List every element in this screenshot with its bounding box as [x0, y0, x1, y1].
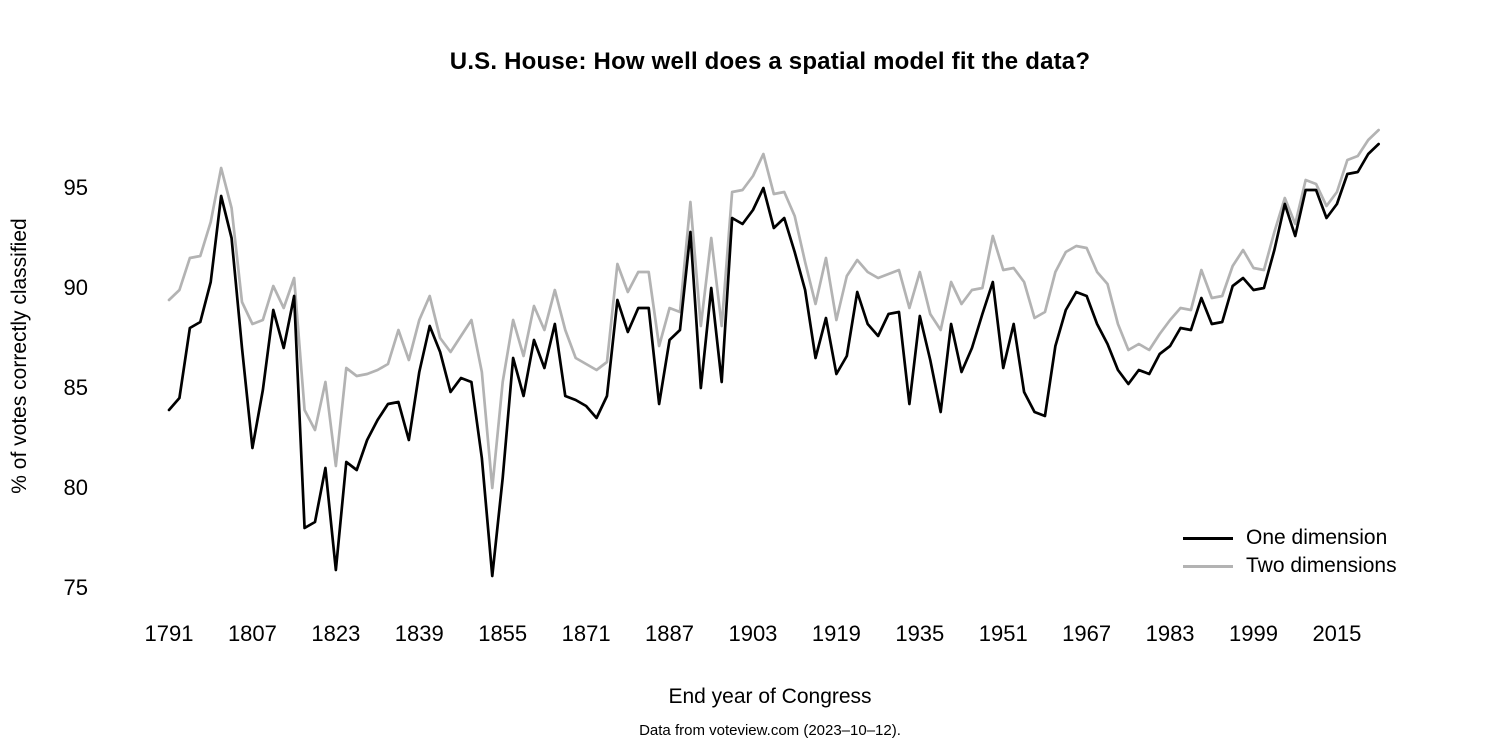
chart-title: U.S. House: How well does a spatial mode… — [449, 48, 1091, 75]
legend-swatch-two-dimensions — [1183, 564, 1233, 568]
x-tick-label: 1855 — [478, 621, 528, 646]
x-tick-label: 1951 — [978, 621, 1028, 646]
x-tick-label: 1967 — [1062, 621, 1112, 646]
legend-label: One dimension — [1246, 526, 1388, 549]
legend-item: One dimension — [1183, 524, 1397, 552]
legend-item: Two dimensions — [1183, 552, 1397, 580]
y-tick-label: 90 — [63, 275, 88, 300]
y-tick-label: 80 — [63, 475, 88, 500]
series-line-one-dimension — [167, 142, 1380, 578]
x-tick-label: 1871 — [561, 621, 611, 646]
x-tick-label: 1935 — [895, 621, 945, 646]
y-tick-label: 85 — [63, 375, 88, 400]
x-tick-label: 1791 — [144, 621, 194, 646]
caption: Data from voteview.com (2023–10–12). — [639, 722, 901, 739]
series-line-two-dimensions — [167, 128, 1380, 490]
x-tick-label: 1903 — [728, 621, 778, 646]
y-axis-title: % of votes correctly classified — [8, 218, 31, 494]
x-tick-label: 1983 — [1145, 621, 1195, 646]
x-axis-title: End year of Congress — [668, 685, 872, 708]
y-tick-label: 75 — [63, 575, 88, 600]
x-tick-label: 1807 — [227, 621, 277, 646]
legend-label: Two dimensions — [1246, 554, 1397, 577]
y-tick-label: 95 — [63, 175, 88, 200]
x-tick-label: 1823 — [311, 621, 361, 646]
x-tick-label: 1919 — [811, 621, 861, 646]
legend-swatch-one-dimension — [1183, 536, 1233, 540]
x-tick-label: 2015 — [1312, 621, 1362, 646]
x-tick-label: 1887 — [645, 621, 694, 646]
x-tick-label: 1839 — [394, 621, 444, 646]
x-tick-label: 1999 — [1229, 621, 1278, 646]
legend: One dimension Two dimensions — [1183, 524, 1397, 580]
